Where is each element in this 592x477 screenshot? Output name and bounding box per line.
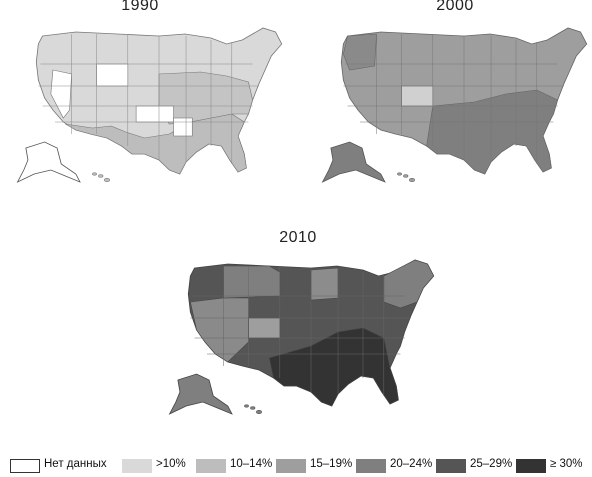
colorado-2010 bbox=[248, 317, 281, 339]
legend-label-lt10: >10% bbox=[156, 458, 186, 470]
no-data-kansas bbox=[135, 105, 174, 123]
hawaii-2010 bbox=[244, 404, 262, 415]
us-map-1990 bbox=[16, 27, 283, 183]
minnesota-2010 bbox=[310, 267, 339, 301]
alaska-1990 bbox=[16, 141, 81, 183]
alaska-2000 bbox=[321, 141, 386, 183]
legend-label-no-data: Нет данных bbox=[44, 458, 107, 470]
hawaii-1990 bbox=[92, 172, 110, 183]
region-30-south-2010 bbox=[269, 327, 399, 407]
us-map-2000 bbox=[321, 27, 588, 183]
map-title-1990: 1990 bbox=[121, 0, 159, 14]
legend-swatch-no-data bbox=[10, 459, 40, 473]
legend-swatch-10-14 bbox=[196, 459, 226, 473]
northeast-2010 bbox=[383, 259, 435, 309]
no-data-arkansas bbox=[173, 117, 193, 137]
region-20-24-2000 bbox=[426, 89, 558, 175]
alaska-2010 bbox=[168, 373, 233, 415]
legend-swatch-20-24 bbox=[356, 459, 386, 473]
legend-label-25-29: 25–29% bbox=[470, 458, 513, 470]
us-map-2010 bbox=[168, 259, 435, 415]
no-data-wyoming bbox=[96, 63, 129, 87]
legend-label-15-19: 15–19% bbox=[310, 458, 353, 470]
region-20-24-north-2010 bbox=[223, 265, 281, 299]
map-title-2000: 2000 bbox=[436, 0, 474, 14]
hawaii-2000 bbox=[397, 172, 415, 183]
map-legend: Нет данных >10% 10–14% 15–19% 20–24% 25–… bbox=[10, 457, 583, 475]
legend-swatch-25-29 bbox=[436, 459, 466, 473]
legend-label-gte30: ≥ 30% bbox=[550, 458, 583, 470]
map-title-2010: 2010 bbox=[279, 229, 317, 246]
colorado-2000 bbox=[401, 85, 434, 107]
legend-swatch-lt10 bbox=[122, 459, 152, 473]
legend-swatch-15-19 bbox=[276, 459, 306, 473]
region-10-14-1990 bbox=[65, 113, 247, 175]
legend-label-20-24: 20–24% bbox=[390, 458, 433, 470]
legend-label-10-14: 10–14% bbox=[230, 458, 273, 470]
region-20-24-west-2000 bbox=[343, 33, 377, 71]
legend-swatch-gte30 bbox=[516, 459, 546, 473]
